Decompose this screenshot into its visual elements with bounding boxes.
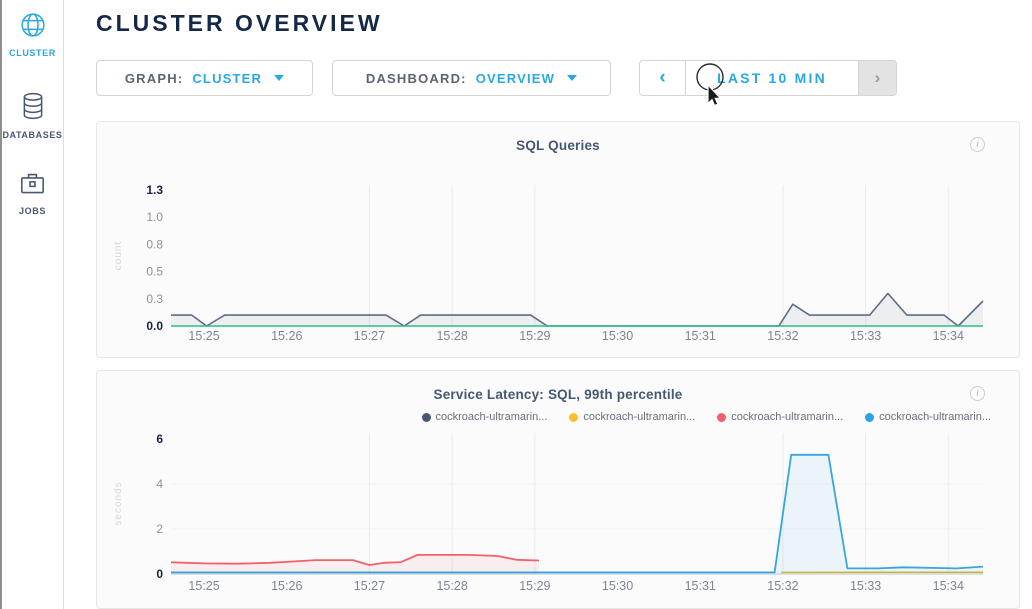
briefcase-icon — [19, 173, 46, 200]
y-tick-label: 0.8 — [146, 237, 163, 251]
dashboard-dropdown[interactable]: DASHBOARD: OVERVIEW — [332, 60, 611, 96]
x-tick-label: 15:31 — [685, 329, 716, 343]
y-tick-label: 1.0 — [146, 210, 163, 224]
series-line-node-red-latency — [170, 554, 540, 566]
legend-label: cockroach-ultramarin... — [879, 411, 991, 423]
series-line-node-blue-latency — [171, 453, 984, 574]
chevron-down-icon — [567, 75, 578, 81]
time-range-button[interactable]: LAST 10 MIN — [686, 61, 858, 95]
x-tick-label: 15:33 — [850, 579, 881, 593]
y-axis-label: seconds — [113, 481, 124, 525]
globe-icon — [20, 13, 46, 42]
sidebar-item-label: CLUSTER — [9, 48, 56, 58]
series-area-node-blue-latency — [171, 454, 983, 574]
sql-queries-chart[interactable]: 0.0 0.3 0.5 0.8 1.0 1.3 15:25 15:26 15:27 15:28 15… — [97, 167, 1019, 355]
legend-label: cockroach-ultramarin... — [583, 411, 696, 423]
chevron-left-icon: ‹ — [659, 67, 666, 88]
database-icon — [20, 92, 46, 124]
sidebar-item-cluster[interactable]: CLUSTER — [2, 0, 63, 58]
legend-dot-icon — [717, 412, 727, 422]
y-tick-label: 4 — [156, 477, 163, 491]
x-tick-label: 15:34 — [933, 579, 964, 593]
service-latency-chart[interactable]: 0 2 4 6 15:25 15:26 15:27 15:28 15:29 15:30 15:31 1… — [97, 428, 1019, 609]
y-tick-label: 0.5 — [146, 265, 163, 279]
legend-dot-icon — [865, 412, 875, 422]
legend-dot-icon — [569, 412, 579, 422]
x-tick-label: 15:27 — [354, 579, 385, 593]
chart-title: SQL Queries — [516, 138, 600, 153]
legend-item[interactable]: cockroach-ultramarin... — [421, 411, 548, 423]
y-tick-label: 0.3 — [146, 292, 163, 306]
sidebar-item-label: JOBS — [19, 206, 46, 216]
sql-queries-card: SQL Queries i 0.0 0.3 0.5 0.8 1.0 1.3 15:25 15:… — [96, 121, 1020, 358]
x-tick-label: 15:28 — [436, 579, 467, 593]
x-tick-label: 15:26 — [271, 579, 302, 593]
sidebar-item-databases[interactable]: DATABASES — [2, 58, 63, 140]
time-prev-button[interactable]: ‹ — [640, 61, 686, 95]
y-tick-label: 2 — [156, 522, 163, 536]
time-next-button[interactable]: › — [858, 61, 896, 95]
legend-item[interactable]: cockroach-ultramarin... — [865, 411, 991, 423]
x-tick-label: 15:34 — [933, 329, 964, 343]
dashboard-dropdown-label: DASHBOARD: — [365, 70, 467, 86]
chevron-down-icon — [274, 75, 285, 81]
time-range-label: LAST 10 MIN — [717, 70, 827, 86]
x-tick-label: 15:26 — [271, 329, 302, 343]
sidebar: CLUSTER DATABASES JOBS — [0, 0, 64, 609]
sidebar-item-label: DATABASES — [2, 130, 63, 140]
series-area-queries-per-sec — [171, 293, 983, 326]
y-tick-label: 1.3 — [146, 183, 163, 197]
chart-legend: cockroach-ultramarin... cockroach-ultrama… — [97, 408, 1019, 426]
chevron-right-icon: › — [874, 68, 881, 87]
x-tick-label: 15:30 — [602, 329, 633, 343]
x-tick-label: 15:33 — [850, 329, 881, 343]
graph-dropdown-label: GRAPH: — [124, 70, 184, 86]
x-tick-label: 15:32 — [767, 329, 798, 343]
info-icon[interactable]: i — [970, 386, 985, 401]
legend-item[interactable]: cockroach-ultramarin... — [569, 411, 695, 423]
legend-label: cockroach-ultramarin... — [435, 411, 548, 423]
toolbar: GRAPH: CLUSTER DASHBOARD: OVERVIEW ‹ LAS… — [96, 60, 897, 96]
x-tick-label: 15:29 — [519, 579, 550, 593]
x-tick-label: 15:25 — [188, 579, 219, 593]
chart-title: Service Latency: SQL, 99th percentile — [433, 387, 683, 402]
graph-dropdown-value: CLUSTER — [192, 70, 263, 86]
series-area-node-red-latency — [171, 554, 539, 574]
x-tick-label: 15:30 — [602, 579, 633, 593]
service-latency-card: Service Latency: SQL, 99th percentile i … — [96, 370, 1020, 609]
y-tick-label: 6 — [156, 432, 163, 446]
x-tick-label: 15:32 — [767, 579, 798, 593]
x-tick-label: 15:28 — [436, 329, 467, 343]
page-title: CLUSTER OVERVIEW — [96, 10, 383, 36]
x-tick-label: 15:25 — [188, 329, 219, 343]
card-head: Service Latency: SQL, 99th percentile i — [97, 386, 1019, 408]
y-axis-label: count — [113, 241, 124, 270]
legend-dot-icon — [421, 412, 431, 422]
legend-label: cockroach-ultramarin... — [731, 411, 844, 423]
card-head: SQL Queries i — [97, 137, 1019, 159]
x-tick-label: 15:29 — [519, 329, 550, 343]
y-tick-label: 0 — [156, 567, 163, 581]
x-tick-label: 15:31 — [685, 579, 716, 593]
time-range-selector: ‹ LAST 10 MIN › — [639, 60, 897, 96]
y-tick-label: 0.0 — [146, 319, 163, 333]
graph-dropdown[interactable]: GRAPH: CLUSTER — [96, 60, 313, 96]
info-icon[interactable]: i — [970, 137, 985, 152]
legend-item[interactable]: cockroach-ultramarin... — [717, 411, 843, 423]
x-tick-label: 15:27 — [354, 329, 385, 343]
sidebar-item-jobs[interactable]: JOBS — [2, 140, 63, 216]
dashboard-dropdown-value: OVERVIEW — [475, 70, 556, 86]
